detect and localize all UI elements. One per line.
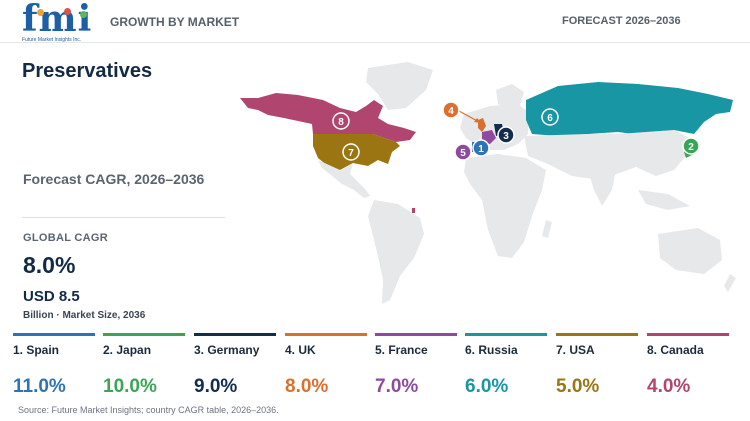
uk-leader-arrow-icon (474, 118, 481, 123)
country-color-bar (556, 333, 638, 336)
country-card-canada[interactable]: 8. Canada 4.0% (647, 333, 729, 403)
southeast-asia-shape (638, 190, 690, 210)
greenland-shape (366, 62, 433, 110)
country-cagr-strip: 1. Spain 11.0% 2. Japan 10.0% 3. Germany… (0, 333, 750, 403)
map-marker-label: 6 (547, 113, 553, 124)
country-color-bar (465, 333, 547, 336)
map-marker-label: 7 (348, 148, 354, 159)
source-note: Source: Future Market Insights; country … (18, 405, 279, 415)
logo-dot-icon (64, 8, 71, 15)
new-zealand-shape (724, 274, 736, 292)
market-size-value: USD 8.5 (23, 288, 80, 305)
map-marker-label: 1 (478, 144, 484, 155)
mexico-shape (318, 160, 370, 198)
country-name: 5. France (375, 343, 428, 357)
country-name: 2. Japan (103, 343, 152, 357)
page-title: Preservatives (22, 60, 153, 82)
country-cagr-value: 9.0% (194, 376, 238, 397)
country-name: 4. UK (285, 343, 316, 357)
russia-shape (526, 82, 733, 136)
map-marker-germany[interactable]: 3 (497, 126, 515, 144)
alaska-shape (240, 98, 258, 110)
map-marker-label: 2 (688, 142, 694, 153)
map-marker-label: 5 (460, 148, 466, 159)
australia-shape (658, 228, 722, 274)
map-marker-uk[interactable]: 4 (442, 101, 460, 119)
country-card-germany[interactable]: 3. Germany 9.0% (194, 333, 276, 403)
world-map: 1 2 3 4 5 6 7 8 (240, 62, 736, 304)
country-color-bar (13, 333, 95, 336)
country-color-bar (647, 333, 729, 336)
market-size-label: Billion · Market Size, 2036 (23, 310, 146, 321)
global-cagr-value: 8.0% (23, 252, 76, 278)
map-marker-label: 8 (338, 117, 344, 128)
country-card-japan[interactable]: 2. Japan 10.0% (103, 333, 185, 403)
map-marker-spain[interactable]: 1 (472, 139, 490, 157)
country-card-usa[interactable]: 7. USA 5.0% (556, 333, 638, 403)
europe-shape (460, 104, 528, 150)
central-asia-shape (524, 134, 654, 180)
country-cagr-value: 8.0% (285, 376, 329, 397)
scandinavia-shape (496, 84, 524, 110)
country-card-russia[interactable]: 6. Russia 6.0% (465, 333, 547, 403)
country-name: 7. USA (556, 343, 595, 357)
country-card-uk[interactable]: 4. UK 8.0% (285, 333, 367, 403)
country-name: 8. Canada (647, 343, 704, 357)
country-color-bar (375, 333, 457, 336)
south-america-shape (368, 200, 424, 304)
divider (22, 217, 225, 218)
map-marker-france[interactable]: 5 (454, 143, 472, 161)
header-bar: fmi Future Market Insights Inc. GROWTH B… (0, 0, 750, 43)
country-cagr-value: 5.0% (556, 376, 600, 397)
map-marker-canada[interactable]: 8 (332, 112, 350, 130)
map-marker-usa[interactable]: 7 (342, 143, 360, 161)
uk-shape (478, 118, 486, 132)
logo-text: fmi (22, 0, 93, 40)
country-card-spain[interactable]: 1. Spain 11.0% (13, 333, 95, 403)
global-cagr-label: GLOBAL CAGR (23, 232, 108, 244)
africa-shape (464, 154, 546, 258)
country-color-bar (194, 333, 276, 336)
logo-tagline: Future Market Insights Inc. (22, 37, 82, 43)
map-marker-japan[interactable]: 2 (682, 137, 700, 155)
country-cagr-value: 4.0% (647, 376, 691, 397)
map-marker-russia[interactable]: 6 (541, 108, 559, 126)
country-color-bar (103, 333, 185, 336)
madagascar-shape (542, 220, 552, 238)
country-name: 3. Germany (194, 343, 260, 357)
country-card-france[interactable]: 5. France 7.0% (375, 333, 457, 403)
country-name: 6. Russia (465, 343, 518, 357)
country-cagr-value: 7.0% (375, 376, 419, 397)
country-name: 1. Spain (13, 343, 60, 357)
logo-dot-icon (80, 11, 87, 18)
caribbean-mark (412, 208, 415, 213)
country-cagr-value: 6.0% (465, 376, 509, 397)
country-color-bar (285, 333, 367, 336)
fmi-logo[interactable]: fmi Future Market Insights Inc. (22, 1, 92, 45)
map-marker-label: 3 (503, 131, 509, 142)
header-right-title: FORECAST 2026–2036 (562, 15, 681, 27)
country-cagr-value: 10.0% (103, 376, 157, 397)
header-left-title: GROWTH BY MARKET (110, 15, 240, 29)
logo-dot-icon (37, 9, 44, 16)
country-cagr-value: 11.0% (13, 376, 66, 397)
east-asia-shape (618, 130, 690, 176)
map-marker-label: 4 (448, 106, 454, 117)
india-shape (588, 170, 616, 206)
forecast-label: Forecast CAGR, 2026–2036 (23, 171, 205, 187)
